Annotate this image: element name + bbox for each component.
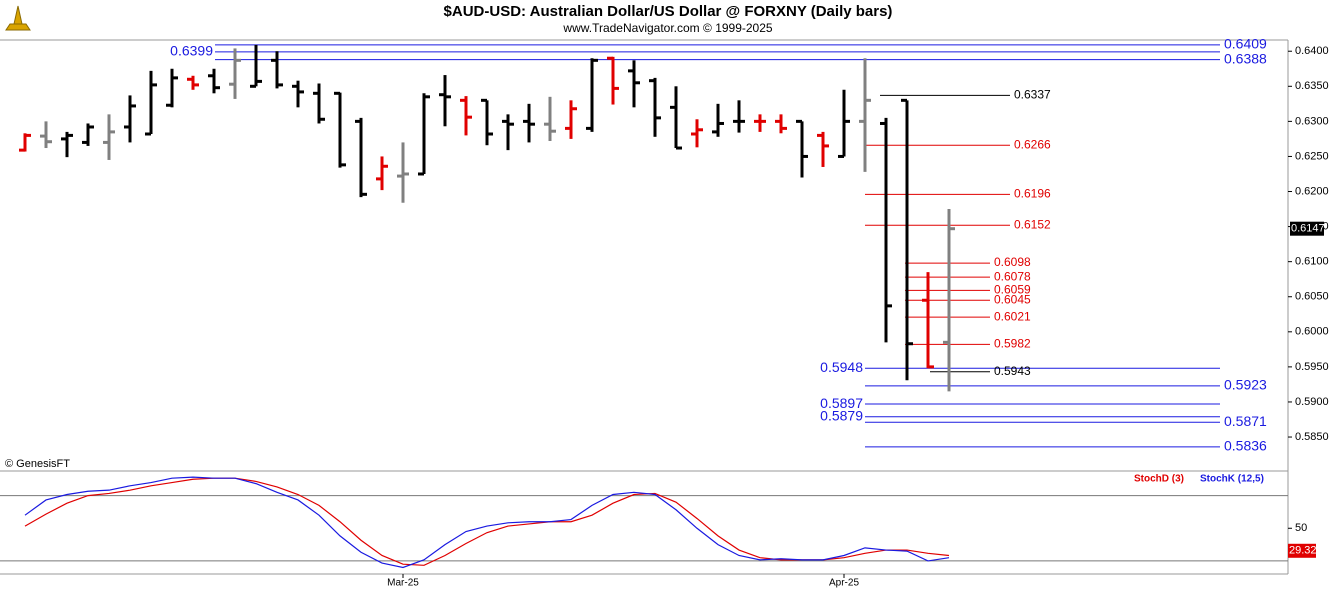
y-tick-label: 0.6250 bbox=[1295, 150, 1329, 162]
y-tick-label: 0.6050 bbox=[1295, 291, 1329, 303]
level-label: 0.6021 bbox=[994, 309, 1031, 323]
y-tick-label: 0.5900 bbox=[1295, 396, 1329, 408]
level-label: 0.6409 bbox=[1224, 36, 1267, 52]
x-tick-label: Mar-25 bbox=[387, 578, 419, 589]
level-label: 0.5871 bbox=[1224, 413, 1267, 429]
y-tick-label: 0.5950 bbox=[1295, 361, 1329, 373]
level-label: 0.5923 bbox=[1224, 377, 1267, 393]
y-tick-label: 0.6300 bbox=[1295, 115, 1329, 127]
last-value-label: 29.32 bbox=[1289, 545, 1317, 557]
level-label: 0.5836 bbox=[1224, 438, 1267, 454]
y-tick-label: 0.5850 bbox=[1295, 431, 1329, 443]
level-label: 0.6059 bbox=[994, 283, 1031, 297]
level-label: 0.5943 bbox=[994, 364, 1031, 378]
y-tick-label: 0.6000 bbox=[1295, 326, 1329, 338]
stoch-line bbox=[24, 476, 950, 569]
level-label: 0.6098 bbox=[994, 255, 1031, 269]
level-label: 0.6388 bbox=[1224, 50, 1267, 66]
level-label: 0.5982 bbox=[994, 337, 1031, 351]
level-label: 0.5948 bbox=[820, 359, 863, 375]
last-value-box bbox=[1288, 543, 1316, 558]
level-label: 0.5897 bbox=[820, 395, 863, 411]
y-tick-label: 50 bbox=[1295, 522, 1307, 534]
subtitle: www.TradeNavigator.com © 1999-2025 bbox=[562, 21, 772, 35]
y-tick-label: 0.6200 bbox=[1295, 185, 1329, 197]
level-label: 0.6196 bbox=[1014, 186, 1051, 200]
level-label: 0.6337 bbox=[1014, 88, 1051, 102]
level-label: 0.6266 bbox=[1014, 137, 1051, 151]
level-label: 0.6152 bbox=[1014, 217, 1051, 231]
level-label: 0.6399 bbox=[170, 43, 213, 59]
legend-entry: StochK (12,5) bbox=[1200, 474, 1264, 485]
y-tick-label: 0.6350 bbox=[1295, 80, 1329, 92]
last-price-label: 0.6147 bbox=[1291, 223, 1325, 235]
credit: © GenesisFT bbox=[5, 458, 70, 470]
legend-entry: StochD (3) bbox=[1134, 474, 1184, 485]
level-label: 0.6045 bbox=[994, 292, 1031, 306]
x-tick-label: Apr-25 bbox=[829, 578, 859, 589]
level-label: 0.6078 bbox=[994, 269, 1031, 283]
chart-title: $AUD-USD: Australian Dollar/US Dollar @ … bbox=[444, 3, 893, 20]
y-tick-label: 0.6100 bbox=[1295, 256, 1329, 268]
level-label: 0.5879 bbox=[820, 407, 863, 423]
last-price-box bbox=[1290, 221, 1324, 236]
y-tick-label: 0.6400 bbox=[1295, 45, 1329, 57]
logo bbox=[5, 5, 31, 31]
